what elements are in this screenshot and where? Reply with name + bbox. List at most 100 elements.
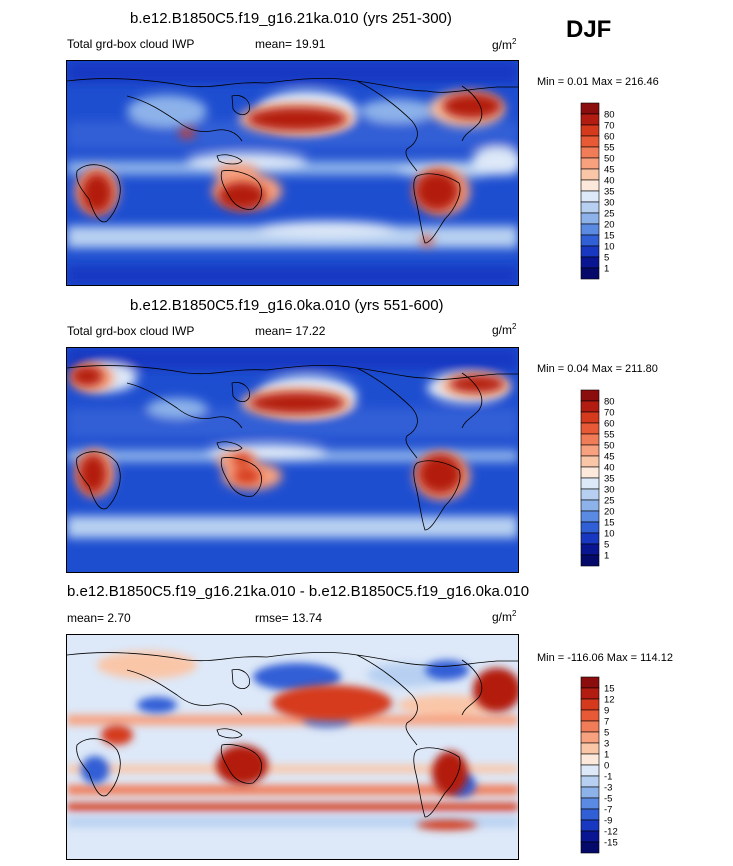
panel2-units: g/m2 bbox=[492, 322, 517, 337]
colorbar-swatch bbox=[580, 146, 600, 159]
colorbar-tick-label: 5 bbox=[604, 540, 609, 551]
colorbar-tick-label: 30 bbox=[604, 198, 615, 209]
panel3-map bbox=[66, 634, 519, 860]
colorbar-tick-label: 35 bbox=[604, 474, 615, 485]
panel1-field-label: Total grd-box cloud IWP bbox=[67, 37, 195, 51]
colorbar-tick-label: -5 bbox=[604, 794, 612, 805]
colorbar-swatch bbox=[580, 201, 600, 214]
colorbar-swatch bbox=[580, 808, 600, 821]
panel1-colorbar: 80 70 60 55 50 45 40 35 30 25 20 15 10 5 1 bbox=[580, 102, 641, 284]
panel3-minmax: Min = -116.06 Max = 114.12 bbox=[537, 652, 673, 664]
panel3-colorbar: 15 12 9 7 5 3 1 0 -1 -3 -5 -7 -9 -12 -15 bbox=[580, 676, 641, 858]
colorbar-tick-label: 9 bbox=[604, 706, 609, 717]
colorbar-tick-label: 20 bbox=[604, 507, 615, 518]
colorbar-swatch bbox=[580, 455, 600, 468]
panel2-coastlines bbox=[67, 364, 518, 531]
colorbar-tick-label: 55 bbox=[604, 430, 615, 441]
colorbar-swatch bbox=[580, 400, 600, 413]
colorbar-tick-label: 50 bbox=[604, 154, 615, 165]
panel1-mean-label: mean= 19.91 bbox=[255, 37, 326, 51]
colorbar-swatch bbox=[580, 267, 600, 280]
colorbar-swatch bbox=[580, 444, 600, 457]
colorbar-swatch bbox=[580, 422, 600, 435]
colorbar-tick-label: 50 bbox=[604, 441, 615, 452]
colorbar-tick-label: 70 bbox=[604, 121, 615, 132]
panel2-map bbox=[66, 347, 519, 573]
colorbar-swatch bbox=[580, 676, 600, 689]
colorbar-swatch bbox=[580, 499, 600, 512]
colorbar-swatch bbox=[580, 819, 600, 832]
colorbar-swatch bbox=[580, 256, 600, 269]
panel2-mean-label: mean= 17.22 bbox=[255, 324, 326, 338]
colorbar-swatch bbox=[580, 466, 600, 479]
colorbar-swatch bbox=[580, 720, 600, 733]
panel3-map-field bbox=[67, 635, 518, 859]
panel2-map-field bbox=[67, 348, 518, 572]
colorbar-tick-label: 1 bbox=[604, 264, 609, 275]
colorbar-tick-label: 0 bbox=[604, 761, 609, 772]
colorbar-swatch bbox=[580, 135, 600, 148]
colorbar-swatch bbox=[580, 102, 600, 115]
colorbar-tick-label: 60 bbox=[604, 132, 615, 143]
colorbar-tick-label: 1 bbox=[604, 750, 609, 761]
colorbar-swatch bbox=[580, 742, 600, 755]
colorbar-swatch bbox=[580, 168, 600, 181]
colorbar-tick-label: -12 bbox=[604, 827, 618, 838]
colorbar-swatch bbox=[580, 234, 600, 247]
colorbar-swatch bbox=[580, 532, 600, 545]
colorbar-swatch bbox=[580, 223, 600, 236]
colorbar-tick-label: 1 bbox=[604, 551, 609, 562]
colorbar-swatch bbox=[580, 830, 600, 843]
panel1-coastlines bbox=[67, 77, 518, 244]
colorbar-swatch bbox=[580, 554, 600, 567]
panel2-title: b.e12.B1850C5.f19_g16.0ka.010 (yrs 551-6… bbox=[130, 297, 444, 314]
colorbar-swatch bbox=[580, 113, 600, 126]
panel1-units: g/m2 bbox=[492, 37, 517, 52]
colorbar-tick-label: 25 bbox=[604, 209, 615, 220]
colorbar-swatch bbox=[580, 124, 600, 137]
colorbar-swatch bbox=[580, 411, 600, 424]
colorbar-swatch bbox=[580, 775, 600, 788]
colorbar-tick-label: 60 bbox=[604, 419, 615, 430]
colorbar-swatch bbox=[580, 797, 600, 810]
colorbar-tick-label: 45 bbox=[604, 165, 615, 176]
colorbar-swatch bbox=[580, 687, 600, 700]
colorbar-tick-label: 5 bbox=[604, 253, 609, 264]
colorbar-tick-label: 35 bbox=[604, 187, 615, 198]
colorbar-swatch bbox=[580, 543, 600, 556]
colorbar-tick-label: 10 bbox=[604, 529, 615, 540]
colorbar-tick-label: 15 bbox=[604, 231, 615, 242]
colorbar-tick-label: -15 bbox=[604, 838, 618, 849]
colorbar-swatch bbox=[580, 786, 600, 799]
colorbar-swatch bbox=[580, 190, 600, 203]
colorbar-tick-label: 70 bbox=[604, 408, 615, 419]
colorbar-tick-label: 80 bbox=[604, 397, 615, 408]
colorbar-swatch bbox=[580, 389, 600, 402]
colorbar-tick-label: -3 bbox=[604, 783, 612, 794]
colorbar-swatch bbox=[580, 510, 600, 523]
colorbar-swatch bbox=[580, 179, 600, 192]
colorbar-swatch bbox=[580, 245, 600, 258]
colorbar-swatch bbox=[580, 212, 600, 225]
colorbar-tick-label: 7 bbox=[604, 717, 609, 728]
panel1-map-field bbox=[67, 61, 518, 285]
colorbar-swatch bbox=[580, 764, 600, 777]
colorbar-tick-label: 25 bbox=[604, 496, 615, 507]
panel3-units: g/m2 bbox=[492, 609, 517, 624]
colorbar-tick-label: 15 bbox=[604, 684, 615, 695]
colorbar-tick-label: -1 bbox=[604, 772, 612, 783]
season-label: DJF bbox=[566, 16, 612, 43]
panel3-title: b.e12.B1850C5.f19_g16.21ka.010 - b.e12.B… bbox=[67, 583, 530, 600]
colorbar-tick-label: -9 bbox=[604, 816, 612, 827]
colorbar-swatch bbox=[580, 709, 600, 722]
panel3-coastlines bbox=[67, 651, 518, 818]
colorbar-tick-label: 55 bbox=[604, 143, 615, 154]
colorbar-tick-label: 40 bbox=[604, 463, 615, 474]
panel3-rmse-label: rmse= 13.74 bbox=[255, 611, 323, 625]
colorbar-tick-label: -7 bbox=[604, 805, 612, 816]
colorbar-tick-label: 45 bbox=[604, 452, 615, 463]
colorbar-tick-label: 40 bbox=[604, 176, 615, 187]
